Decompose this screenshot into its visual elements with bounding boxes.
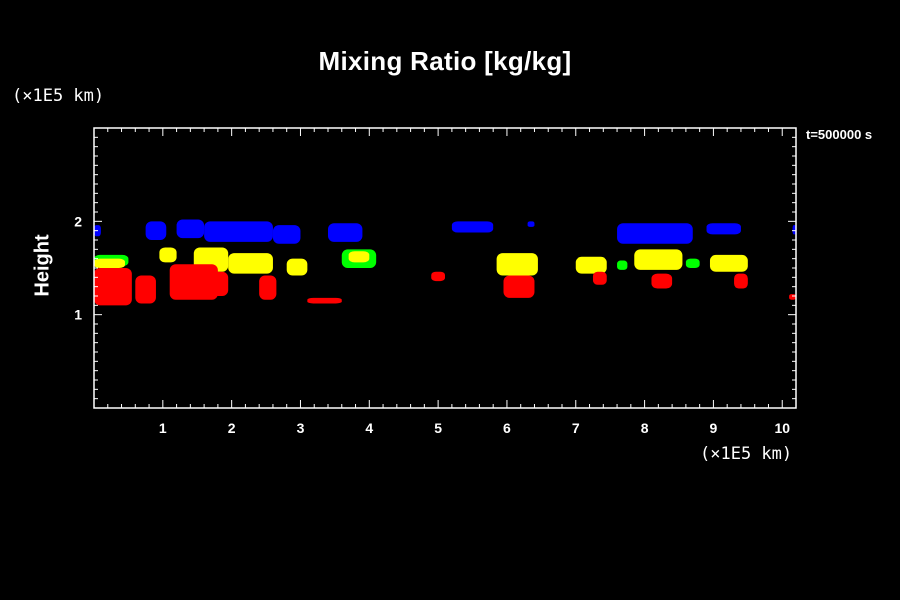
field-region-2	[176, 219, 205, 239]
x-tick-label-3: 3	[297, 420, 305, 436]
y-axis-unit-label: (×1E5 km)	[12, 86, 105, 106]
field-region-32	[503, 275, 535, 298]
field-region-28	[204, 271, 229, 296]
field-region-14	[685, 258, 700, 268]
field-region-33	[592, 271, 607, 285]
field-region-8	[617, 223, 693, 244]
field-region-21	[496, 253, 538, 276]
tick-labels: 1 2 3 4 5 6 7 8 9 10 1 2	[74, 213, 790, 436]
field-region-9	[706, 223, 741, 235]
field-region-6	[451, 221, 494, 233]
field-region-36	[789, 294, 796, 300]
y-tick-label-2: 2	[74, 213, 82, 229]
time-label: t=500000 s	[806, 127, 873, 142]
field-region-22	[575, 256, 607, 274]
x-tick-label-8: 8	[641, 420, 649, 436]
x-tick-label-9: 9	[710, 420, 718, 436]
field-region-18	[228, 253, 273, 274]
field-region-10	[792, 225, 796, 235]
field-region-7	[527, 221, 535, 227]
field-region-23	[634, 249, 683, 270]
x-axis-unit-label: (×1E5 km)	[700, 444, 793, 464]
field-region-30	[307, 297, 342, 304]
field-region-5	[328, 223, 363, 242]
field-region-26	[135, 275, 156, 304]
field-region-34	[651, 273, 673, 289]
field-region-4	[272, 225, 301, 244]
x-tick-label-6: 6	[503, 420, 511, 436]
field-region-29	[259, 275, 277, 300]
field-region-25	[94, 268, 132, 306]
field-region-15	[94, 258, 125, 268]
field-region-31	[431, 271, 445, 282]
x-tick-label-2: 2	[228, 420, 236, 436]
field-region-35	[734, 273, 748, 289]
field-region-13	[617, 260, 628, 270]
plot-frame	[93, 127, 797, 409]
field-region-1	[145, 221, 167, 240]
chart-title: Mixing Ratio [kg/kg]	[318, 46, 572, 76]
x-tick-label-1: 1	[159, 420, 167, 436]
field-region-3	[204, 221, 273, 242]
field-region-19	[286, 258, 308, 276]
x-tick-label-10: 10	[774, 420, 790, 436]
field-region-24	[709, 254, 748, 272]
mixing-ratio-field	[94, 219, 796, 306]
field-region-16	[159, 247, 177, 263]
field-region-20	[348, 251, 370, 263]
x-tick-label-5: 5	[434, 420, 442, 436]
x-tick-label-7: 7	[572, 420, 580, 436]
x-tick-label-4: 4	[365, 420, 373, 436]
y-tick-label-1: 1	[74, 307, 82, 323]
